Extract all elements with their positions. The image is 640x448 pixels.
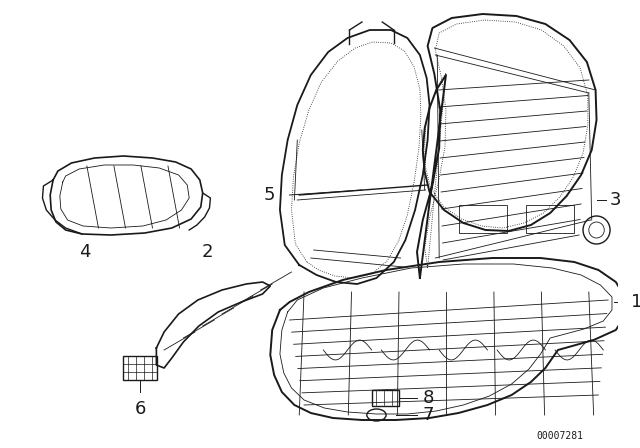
FancyBboxPatch shape [526, 205, 574, 233]
Circle shape [589, 222, 604, 238]
Text: 5: 5 [264, 186, 275, 204]
FancyBboxPatch shape [123, 356, 157, 380]
Text: 2: 2 [202, 243, 213, 261]
Text: 6: 6 [134, 400, 146, 418]
Text: 4: 4 [79, 243, 91, 261]
Text: 1: 1 [631, 293, 640, 311]
Text: 3: 3 [610, 191, 621, 209]
FancyBboxPatch shape [458, 205, 507, 233]
Ellipse shape [367, 409, 386, 421]
Text: 7: 7 [423, 406, 435, 424]
Text: 00007281: 00007281 [536, 431, 583, 441]
FancyBboxPatch shape [372, 390, 399, 406]
Text: 8: 8 [423, 389, 434, 407]
Circle shape [583, 216, 610, 244]
